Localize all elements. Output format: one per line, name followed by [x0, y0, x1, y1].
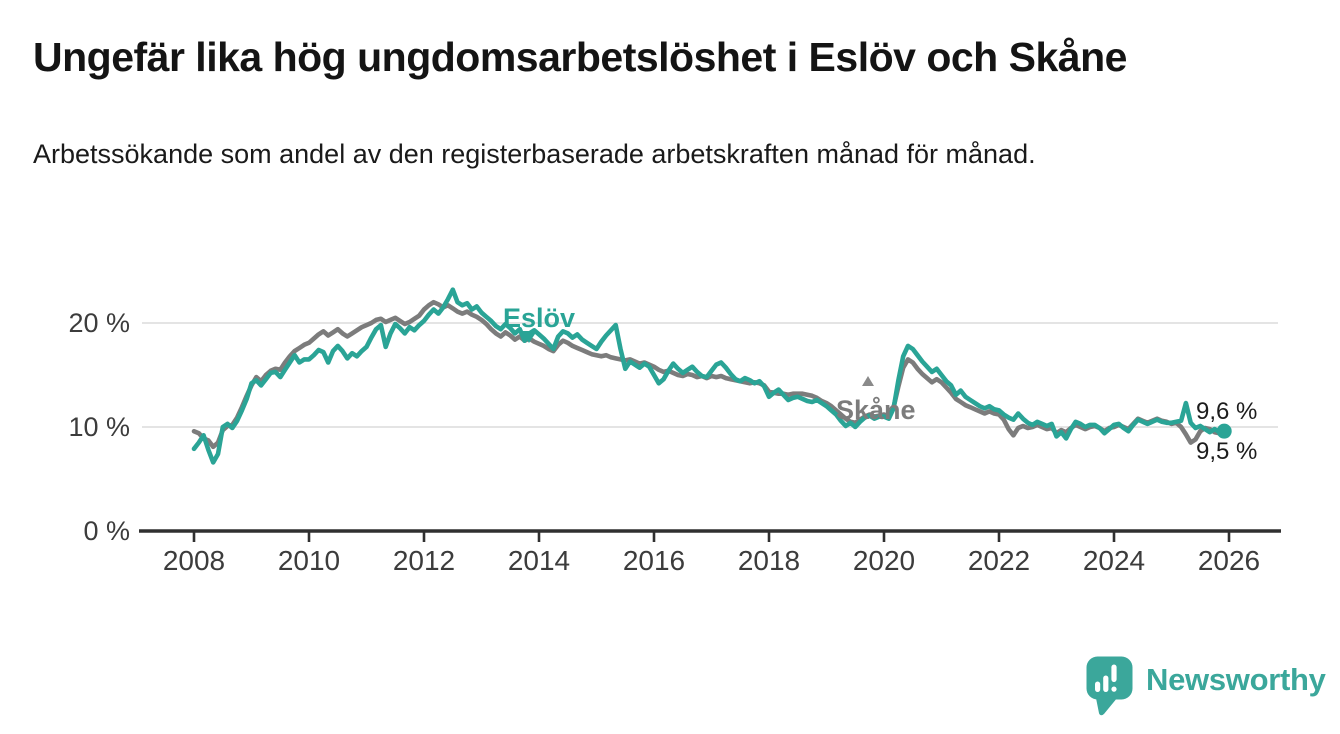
- x-tick-label: 2012: [393, 545, 455, 576]
- logo-bar-short: [1095, 681, 1101, 692]
- y-tick-label: 10 %: [68, 412, 130, 442]
- end-value-label-skane: 9,5 %: [1196, 438, 1257, 465]
- end-value-label-eslov: 9,6 %: [1196, 398, 1257, 425]
- series-label-eslov: Eslöv: [503, 303, 575, 333]
- newsworthy-logo-icon: [1086, 656, 1133, 716]
- x-tick-label: 2016: [623, 545, 685, 576]
- y-tick-label: 20 %: [68, 308, 130, 338]
- newsworthy-logo: Newsworthy: [1085, 655, 1326, 717]
- y-tick-label: 0 %: [83, 516, 130, 546]
- logo-exclamation-dot: [1111, 686, 1117, 692]
- series-label-skane: Skåne: [836, 395, 916, 425]
- x-tick-label: 2026: [1198, 545, 1260, 576]
- eslov-arrow-down-icon: [521, 331, 537, 343]
- line-layer: [191, 287, 1232, 465]
- x-tick-label: 2010: [278, 545, 340, 576]
- x-tick-label: 2024: [1083, 545, 1145, 576]
- x-tick-label: 2018: [738, 545, 800, 576]
- page-title: Ungefär lika hög ungdomsarbetslöshet i E…: [33, 34, 1127, 80]
- logo-bar-tall: [1103, 675, 1109, 692]
- axis-layer: 0 % 10 % 20 % 2008 2010 2012 2014 2016 2018 2020 2…: [68, 308, 1281, 576]
- skane-arrow-up-icon: [862, 376, 874, 386]
- x-tick-label: 2022: [968, 545, 1030, 576]
- x-tick-label: 2014: [508, 545, 570, 576]
- series-line-eslöv: [191, 287, 1227, 465]
- series-end-dot-eslöv: [1216, 423, 1232, 439]
- x-tick-label: 2020: [853, 545, 915, 576]
- page-subtitle: Arbetssökande som andel av den registerb…: [33, 139, 1036, 169]
- newsworthy-logo-text: Newsworthy: [1146, 662, 1326, 697]
- logo-exclamation-bar: [1111, 664, 1117, 682]
- x-tick-label: 2008: [163, 545, 225, 576]
